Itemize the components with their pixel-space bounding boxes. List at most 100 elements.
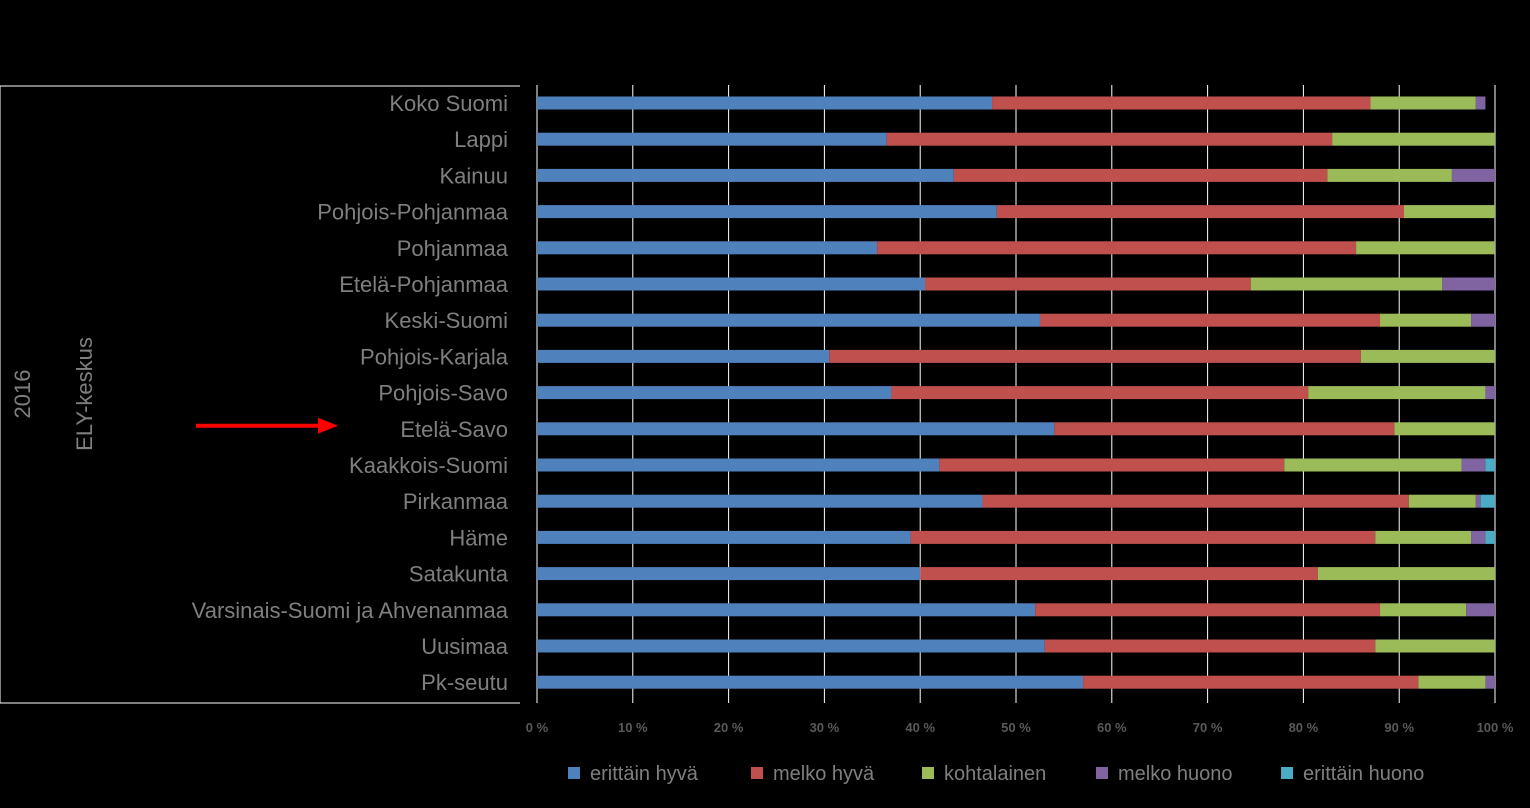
legend-label: kohtalainen [944, 763, 1046, 785]
legend: erittäin hyvä melko hyvä kohtalainen melko … [568, 763, 1424, 785]
bar-segment [910, 530, 1376, 544]
bar-segment [537, 603, 1036, 617]
bar-segment [1485, 530, 1495, 544]
bar-segment [537, 313, 1040, 327]
category-label: Pohjois-Pohjanmaa [317, 200, 509, 225]
bar-segment [537, 675, 1084, 689]
x-tick-label: 100 % [1477, 720, 1514, 735]
legend-swatch [568, 767, 580, 779]
x-tick-label: 90 % [1384, 720, 1414, 735]
category-label: Kainuu [439, 163, 508, 188]
category-label: Pk-seutu [421, 670, 508, 695]
bar-segment [1394, 422, 1495, 436]
bar-segment [1403, 205, 1495, 219]
bar-segment [1466, 603, 1495, 617]
bar-segment [1083, 675, 1419, 689]
bar-segment [1480, 494, 1495, 508]
x-tick-label: 80 % [1289, 720, 1319, 735]
category-label: Pohjois-Karjala [360, 344, 509, 369]
bar-segment [537, 494, 983, 508]
arrow-head [318, 417, 338, 434]
bar-segment [1380, 313, 1472, 327]
bar-segment [996, 205, 1404, 219]
bar-segment [1327, 168, 1452, 182]
bar-segment [1332, 132, 1495, 146]
category-group-box: 2016 ELY-keskus [0, 85, 520, 704]
legend-swatch [1096, 767, 1108, 779]
category-label: Etelä-Savo [400, 417, 508, 442]
bar-segment [537, 530, 911, 544]
bar-segment [537, 422, 1055, 436]
bar-segment [1475, 494, 1481, 508]
bar-segment [982, 494, 1409, 508]
bar-segment [1250, 277, 1443, 291]
bar-segment [1284, 458, 1462, 472]
bar-segment [1475, 96, 1486, 110]
bar-segment [891, 386, 1309, 400]
legend-label: melko hyvä [773, 763, 875, 785]
bar-segment [537, 386, 892, 400]
bar-segment [1471, 313, 1495, 327]
x-tick-label: 40 % [905, 720, 935, 735]
bar-segment [1485, 458, 1495, 472]
category-label: Pirkanmaa [403, 489, 509, 514]
bar-segment [1380, 603, 1467, 617]
bar-segment [537, 96, 993, 110]
bar-segment [1442, 277, 1495, 291]
category-label: Keski-Suomi [385, 308, 508, 333]
bars [537, 96, 1495, 689]
bar-segment [1044, 639, 1376, 653]
category-label: Pohjanmaa [397, 236, 509, 261]
bar-segment [1370, 96, 1476, 110]
bar-segment [537, 277, 925, 291]
bar-segment [537, 458, 940, 472]
x-tick-label: 10 % [618, 720, 648, 735]
x-tick-label: 60 % [1097, 720, 1127, 735]
x-tick-label: 20 % [714, 720, 744, 735]
category-label: Kaakkois-Suomi [349, 453, 508, 478]
bar-segment [1317, 567, 1495, 581]
category-label: Uusimaa [421, 634, 509, 659]
x-tick-label: 50 % [1001, 720, 1031, 735]
category-label: Häme [449, 525, 508, 550]
bar-segment [1375, 530, 1472, 544]
bar-segment [1035, 603, 1381, 617]
legend-swatch [751, 767, 763, 779]
bar-segment [1054, 422, 1395, 436]
bar-segment [920, 567, 1318, 581]
category-labels: Koko Suomi Lappi Kainuu Pohjois-Pohjanmaa Po… [192, 91, 509, 695]
bar-segment [877, 241, 1357, 255]
category-label: Koko Suomi [389, 91, 508, 116]
category-label: Satakunta [409, 562, 509, 587]
bar-segment [1418, 675, 1486, 689]
bar-segment [1408, 494, 1476, 508]
legend-swatch [1281, 767, 1293, 779]
legend-label: erittäin huono [1303, 763, 1424, 785]
category-label: Etelä-Pohjanmaa [339, 272, 509, 297]
category-label: Varsinais-Suomi ja Ahvenanmaa [192, 598, 509, 623]
legend-label: melko huono [1118, 763, 1233, 785]
group-label-ely: ELY-keskus [72, 337, 97, 451]
category-label: Pohjois-Savo [378, 381, 508, 406]
bar-segment [1461, 458, 1486, 472]
legend-swatch [922, 767, 934, 779]
bar-segment [992, 96, 1371, 110]
category-label: Lappi [454, 127, 508, 152]
bar-segment [537, 639, 1045, 653]
highlight-arrow-icon [196, 417, 338, 434]
bar-segment [1485, 675, 1495, 689]
bar-segment [1471, 530, 1486, 544]
bar-segment [1451, 168, 1495, 182]
bar-segment [1360, 349, 1495, 363]
x-tick-label: 70 % [1193, 720, 1223, 735]
bar-segment [924, 277, 1251, 291]
bar-segment [1356, 241, 1495, 255]
bar-segment [886, 132, 1333, 146]
bar-segment [537, 132, 887, 146]
bar-segment [537, 349, 830, 363]
bar-segment [537, 567, 921, 581]
x-tick-label: 30 % [810, 720, 840, 735]
bar-segment [953, 168, 1328, 182]
legend-label: erittäin hyvä [590, 763, 699, 785]
